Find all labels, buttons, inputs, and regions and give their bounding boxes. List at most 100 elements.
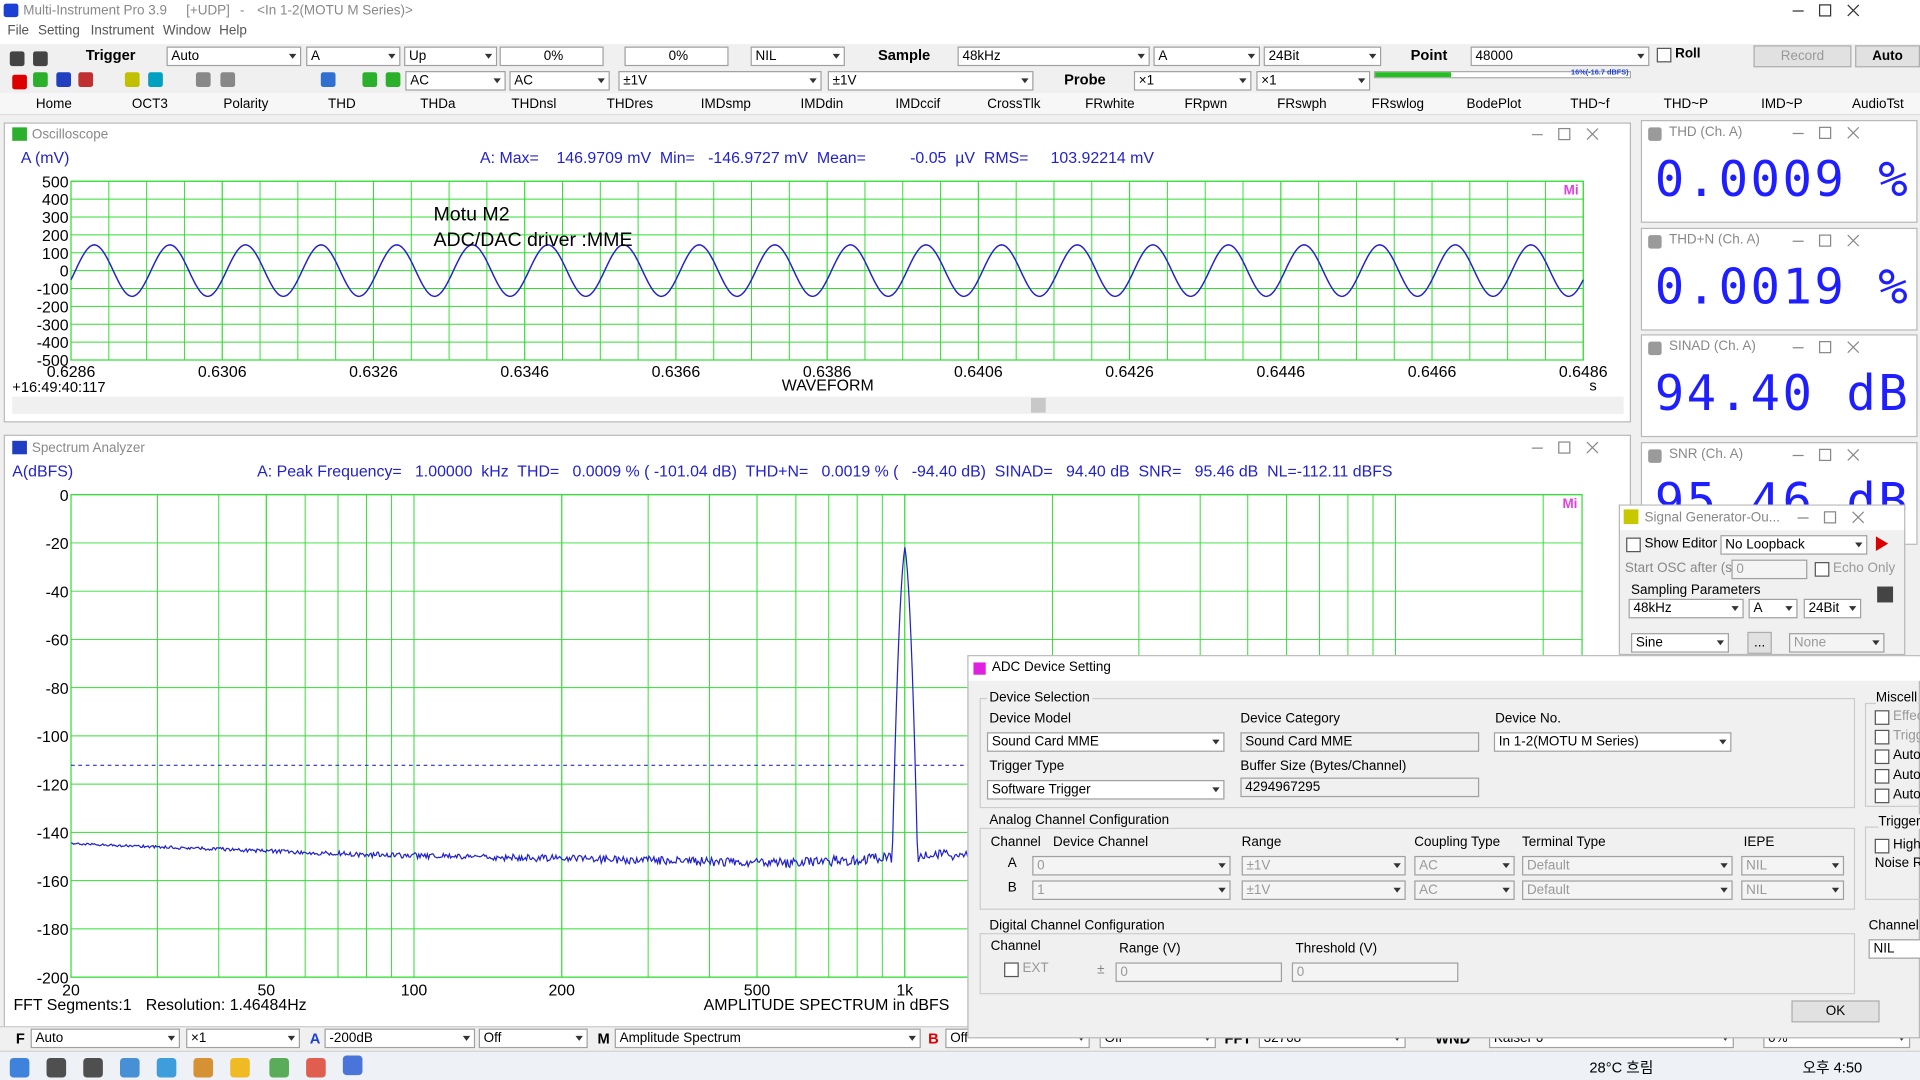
window-control[interactable] xyxy=(1823,511,1837,524)
tab[interactable]: Polarity xyxy=(223,96,269,112)
window-controls[interactable] xyxy=(1790,448,1863,463)
tab[interactable]: THDres xyxy=(606,96,654,112)
scrollbar-thumb[interactable] xyxy=(1031,397,1046,413)
channel-cell[interactable]: NIL xyxy=(1741,855,1845,876)
range-b-select[interactable]: ±1V xyxy=(827,71,1034,91)
window-controls[interactable] xyxy=(1790,340,1863,355)
waveform-select[interactable]: Sine xyxy=(1631,633,1729,653)
tab[interactable]: THDnsl xyxy=(511,96,557,112)
play-button[interactable] xyxy=(1875,536,1889,552)
toolbar-icon[interactable] xyxy=(12,74,27,90)
tab[interactable]: IMDccif xyxy=(895,96,941,112)
window-control[interactable] xyxy=(1558,441,1571,454)
dialog-close[interactable] xyxy=(1898,661,1910,673)
window-control[interactable] xyxy=(1586,128,1599,141)
probe-a-select[interactable]: ×1 xyxy=(1133,71,1252,91)
range-a-select[interactable]: ±1V xyxy=(618,71,822,91)
bit-depth-select[interactable]: 24Bit xyxy=(1803,598,1862,619)
menu-item[interactable]: File xyxy=(7,23,30,38)
taskbar-icon[interactable] xyxy=(120,1057,140,1078)
tab[interactable]: IMDsmp xyxy=(700,96,751,112)
device-no-select[interactable]: In 1-2(MOTU M Series) xyxy=(1493,732,1732,752)
trigger-delay-spin[interactable]: 0% xyxy=(624,46,729,67)
taskbar-icon[interactable] xyxy=(83,1057,103,1078)
channel-cell[interactable]: Default xyxy=(1522,880,1733,900)
channel-cell[interactable]: AC xyxy=(1414,880,1515,900)
tab[interactable]: IMDdin xyxy=(800,96,844,112)
coupling-a-select[interactable]: AC xyxy=(405,71,506,91)
start-osc-field[interactable]: 0 xyxy=(1731,559,1808,580)
sample-rate-select[interactable]: 48kHz xyxy=(1628,598,1744,619)
toolbar-icon[interactable] xyxy=(33,51,48,67)
window-control[interactable] xyxy=(1852,511,1865,524)
channel-select[interactable]: A xyxy=(1748,598,1798,619)
window-controls[interactable] xyxy=(1529,441,1602,456)
window-control[interactable] xyxy=(1847,4,1860,17)
ok-button[interactable]: OK xyxy=(1791,1000,1880,1023)
channel-cell[interactable]: ±1V xyxy=(1241,855,1406,876)
tab[interactable]: THD~f xyxy=(1570,96,1610,112)
tab[interactable]: OCT3 xyxy=(131,96,168,112)
misc-checkbox[interactable]: AutoS xyxy=(1874,768,1920,784)
toolbar-icon[interactable] xyxy=(195,72,211,87)
toolbar-icon[interactable] xyxy=(9,51,25,67)
oscilloscope-scrollbar[interactable] xyxy=(12,396,1624,414)
ext-checkbox[interactable]: EXT xyxy=(1004,961,1049,978)
show-editor-checkbox[interactable]: Show Editor xyxy=(1626,536,1717,553)
trigger-type-select[interactable]: Software Trigger xyxy=(986,780,1225,800)
toolbar-icon[interactable] xyxy=(33,72,48,87)
menu-item[interactable]: Instrument xyxy=(90,23,155,38)
tab[interactable]: THD xyxy=(328,96,356,112)
window-controls[interactable] xyxy=(1790,233,1863,248)
toolbar-icon[interactable] xyxy=(148,72,163,87)
window-controls[interactable] xyxy=(1529,127,1602,142)
trigger-extra-select[interactable]: NIL xyxy=(750,46,845,67)
toolbar-icon[interactable] xyxy=(124,72,140,87)
channel-cell[interactable]: Default xyxy=(1522,855,1733,876)
f-mode-select[interactable]: Auto xyxy=(30,1028,181,1049)
window-control[interactable] xyxy=(1847,126,1860,139)
tab[interactable]: CrossTlk xyxy=(987,96,1041,112)
misc-checkbox[interactable]: Effec xyxy=(1874,709,1920,725)
a-mode-select[interactable]: Off xyxy=(478,1028,588,1049)
tab[interactable]: FRwhite xyxy=(1085,96,1135,112)
toolbar-icon[interactable] xyxy=(220,72,236,87)
coupling-b-select[interactable]: AC xyxy=(509,71,610,91)
tab[interactable]: BodePlot xyxy=(1466,96,1522,112)
channel-cell[interactable]: AC xyxy=(1414,855,1515,876)
more-button[interactable]: ... xyxy=(1747,631,1772,654)
channel-cell[interactable]: 0 xyxy=(1032,855,1231,876)
misc-checkbox[interactable]: Trigg xyxy=(1874,729,1920,745)
tab[interactable]: AudioTst xyxy=(1852,96,1904,112)
taskbar-icon[interactable] xyxy=(306,1057,326,1078)
misc-checkbox[interactable]: Auto xyxy=(1874,787,1920,804)
tab[interactable]: FRpwn xyxy=(1184,96,1228,112)
toolbar-icon[interactable] xyxy=(56,72,72,87)
modulation-select[interactable]: None xyxy=(1788,633,1885,653)
tab[interactable]: FRswlog xyxy=(1371,96,1425,112)
taskbar-icon[interactable] xyxy=(156,1057,177,1078)
window-control[interactable] xyxy=(1818,126,1832,139)
misc-checkbox[interactable]: Autol xyxy=(1874,748,1920,765)
taskbar-icon[interactable] xyxy=(46,1057,67,1078)
m-mode-select[interactable]: Amplitude Spectrum xyxy=(614,1028,921,1049)
digital-range-field[interactable]: 0 xyxy=(1115,962,1283,983)
window-control[interactable] xyxy=(1847,448,1860,461)
f-scale-select[interactable]: ×1 xyxy=(186,1028,300,1049)
toolbar-icon[interactable] xyxy=(320,72,336,87)
channels-select[interactable]: A xyxy=(1153,46,1260,67)
channel-cell[interactable]: ±1V xyxy=(1241,880,1406,900)
menu-item[interactable]: Setting xyxy=(37,23,80,38)
points-select[interactable]: 48000 xyxy=(1470,46,1650,67)
trigger-level-spin[interactable]: 0% xyxy=(499,46,604,67)
taskbar-icon[interactable] xyxy=(230,1057,250,1078)
taskbar-icon[interactable] xyxy=(193,1057,214,1078)
record-button[interactable]: Record xyxy=(1753,45,1852,68)
tab[interactable]: THD~P xyxy=(1663,96,1709,112)
window-controls[interactable] xyxy=(1790,126,1863,141)
save-button[interactable] xyxy=(1877,586,1894,603)
channel-cell[interactable]: NIL xyxy=(1741,880,1845,900)
device-category-field[interactable]: Sound Card MME xyxy=(1240,732,1480,752)
toolbar-icon[interactable] xyxy=(385,72,401,87)
channel-cell[interactable]: 1 xyxy=(1032,880,1231,900)
